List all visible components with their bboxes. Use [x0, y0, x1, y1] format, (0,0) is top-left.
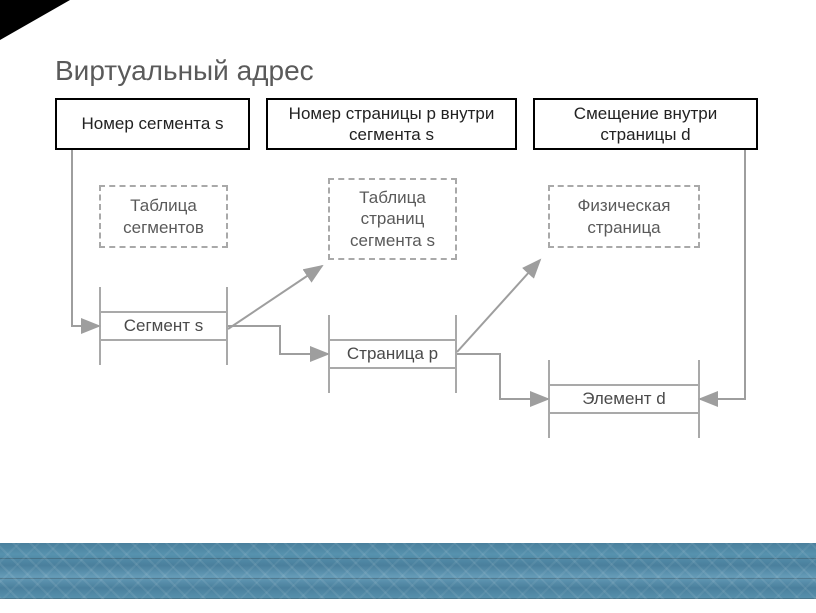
table-row [548, 414, 700, 438]
header-label: Номер сегмента s [81, 113, 223, 134]
table-row-element-d: Элемент d [548, 384, 700, 414]
table-row [328, 369, 457, 393]
table-row [99, 341, 228, 365]
page-title: Виртуальный адрес [55, 55, 314, 87]
row-label: Сегмент s [124, 316, 203, 336]
corner-decoration [0, 0, 70, 40]
row-label: Страница p [347, 344, 438, 364]
dashed-label: Таблица страниц сегмента s [336, 187, 449, 251]
dashed-label: Физическая страница [556, 195, 692, 238]
dashed-node-phys-page: Физическая страница [548, 185, 700, 248]
dashed-node-page-table: Таблица страниц сегмента s [328, 178, 457, 260]
table-row-segment-s: Сегмент s [99, 311, 228, 341]
header-label: Смещение внутри страницы d [541, 103, 750, 146]
table-row [328, 315, 457, 339]
footer-pattern [0, 543, 816, 599]
table-row-page-p: Страница p [328, 339, 457, 369]
dashed-label: Таблица сегментов [107, 195, 220, 238]
header-label: Номер страницы p внутри сегмента s [274, 103, 509, 146]
header-cell-offset: Смещение внутри страницы d [533, 98, 758, 150]
footer-band [0, 543, 816, 599]
header-cell-segment: Номер сегмента s [55, 98, 250, 150]
table-row [548, 360, 700, 384]
row-label: Элемент d [582, 389, 666, 409]
table-row [99, 287, 228, 311]
header-cell-page: Номер страницы p внутри сегмента s [266, 98, 517, 150]
dashed-node-segment-table: Таблица сегментов [99, 185, 228, 248]
